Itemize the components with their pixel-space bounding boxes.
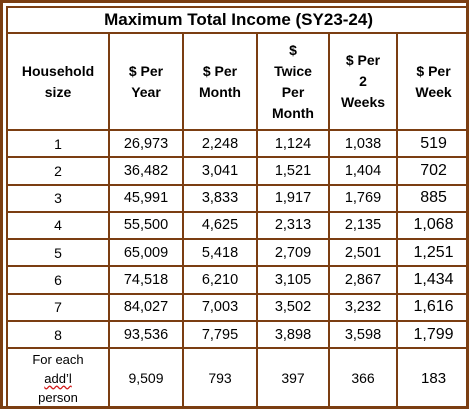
- household-size-cell: 8: [6, 319, 110, 350]
- header-line: Week: [415, 83, 452, 100]
- additional-person-value: 9,509: [108, 347, 184, 409]
- additional-person-value: 366: [328, 347, 398, 409]
- header-line: Per: [281, 83, 305, 100]
- col-twice-per-month-header: $ Twice Per Month: [256, 32, 330, 131]
- per-month-cell: 2,248: [182, 128, 258, 159]
- header-line: Weeks: [340, 94, 386, 110]
- household-size-cell: 5: [6, 238, 110, 268]
- header-line: Year: [131, 83, 161, 100]
- twice-per-month-cell: 1,124: [256, 128, 330, 159]
- per-2-weeks-cell: 1,769: [328, 183, 398, 213]
- household-size-cell: 4: [6, 210, 110, 241]
- per-week-cell: 1,616: [395, 292, 469, 322]
- twice-per-month-cell: 2,709: [256, 238, 330, 268]
- per-year-cell: 93,536: [108, 319, 184, 350]
- additional-person-value: 397: [256, 347, 330, 409]
- household-size-cell: 6: [6, 265, 110, 295]
- per-year-cell: 84,027: [108, 292, 184, 322]
- header-line: Month: [272, 104, 314, 121]
- header-line: $ Per: [202, 62, 238, 79]
- additional-person-value: 793: [182, 347, 258, 409]
- table-row: 6 74,518 6,210 3,105 2,867 1,434: [6, 265, 469, 295]
- household-size-cell: 7: [6, 292, 110, 322]
- per-month-cell: 4,625: [182, 210, 258, 241]
- col-per-year-header: $ Per Year: [108, 32, 184, 131]
- per-2-weeks-cell: 2,867: [328, 265, 398, 295]
- header-line: 2: [359, 73, 367, 89]
- per-week-cell: 885: [395, 183, 469, 213]
- header-line: Household: [21, 62, 95, 79]
- per-month-cell: 6,210: [182, 265, 258, 295]
- header-line: $: [289, 41, 297, 58]
- table-row: 2 36,482 3,041 1,521 1,404 702: [6, 156, 469, 186]
- twice-per-month-cell: 2,313: [256, 210, 330, 241]
- per-month-cell: 5,418: [182, 238, 258, 268]
- per-2-weeks-cell: 1,404: [328, 156, 398, 186]
- header-line: Month: [199, 83, 241, 100]
- table-row: 5 65,009 5,418 2,709 2,501 1,251: [6, 238, 469, 268]
- label-line: For each: [32, 351, 84, 367]
- income-table: Maximum Total Income (SY23-24) Household…: [5, 6, 469, 409]
- table-row: 3 45,991 3,833 1,917 1,769 885: [6, 183, 469, 213]
- household-size-cell: 1: [6, 128, 110, 159]
- per-week-cell: 1,068: [395, 210, 469, 241]
- twice-per-month-cell: 3,898: [256, 319, 330, 350]
- per-week-cell: 1,434: [395, 265, 469, 295]
- col-per-month-header: $ Per Month: [182, 32, 258, 131]
- per-year-cell: 74,518: [108, 265, 184, 295]
- twice-per-month-cell: 1,917: [256, 183, 330, 213]
- table-row: 4 55,500 4,625 2,313 2,135 1,068: [6, 210, 469, 241]
- per-2-weeks-cell: 3,232: [328, 292, 398, 322]
- per-week-cell: 702: [395, 156, 469, 186]
- per-year-cell: 45,991: [108, 183, 184, 213]
- household-size-cell: 3: [6, 183, 110, 213]
- per-week-cell: 1,251: [395, 238, 469, 268]
- per-2-weeks-cell: 2,135: [328, 210, 398, 241]
- additional-person-label: For each add’l person: [6, 347, 110, 409]
- table-row: 8 93,536 7,795 3,898 3,598 1,799: [6, 319, 469, 350]
- twice-per-month-cell: 3,502: [256, 292, 330, 322]
- per-2-weeks-cell: 2,501: [328, 238, 398, 268]
- twice-per-month-cell: 3,105: [256, 265, 330, 295]
- header-row: Household size $ Per Year $ Per Month $ Twice Pe…: [6, 32, 469, 131]
- twice-per-month-cell: 1,521: [256, 156, 330, 186]
- additional-person-value: 183: [395, 347, 469, 409]
- per-2-weeks-cell: 3,598: [328, 319, 398, 350]
- additional-person-row: For each add’l person 9,509 793 397 366 183: [6, 347, 469, 409]
- per-week-cell: 519: [395, 128, 469, 159]
- per-year-cell: 36,482: [108, 156, 184, 186]
- per-week-cell: 1,799: [395, 319, 469, 350]
- per-year-cell: 55,500: [108, 210, 184, 241]
- table-row: 7 84,027 7,003 3,502 3,232 1,616: [6, 292, 469, 322]
- header-line: size: [44, 83, 72, 100]
- col-per-week-header: $ Per Week: [395, 32, 469, 131]
- label-line: add’l: [44, 370, 72, 386]
- per-month-cell: 7,795: [182, 319, 258, 350]
- per-month-cell: 3,833: [182, 183, 258, 213]
- per-month-cell: 7,003: [182, 292, 258, 322]
- table-body: 1 26,973 2,248 1,124 1,038 519 2 36,482 3,041 1,5…: [6, 128, 469, 409]
- table-title: Maximum Total Income (SY23-24): [5, 6, 469, 34]
- table-row: 1 26,973 2,248 1,124 1,038 519: [6, 128, 469, 159]
- household-size-cell: 2: [6, 156, 110, 186]
- per-2-weeks-cell: 1,038: [328, 128, 398, 159]
- header-line: Twice: [274, 62, 312, 79]
- per-month-cell: 3,041: [182, 156, 258, 186]
- per-year-cell: 26,973: [108, 128, 184, 159]
- header-line: $ Per: [128, 62, 164, 79]
- col-household-size-header: Household size: [6, 32, 110, 131]
- header-line: $ Per: [345, 52, 381, 68]
- col-per-2-weeks-header: $ Per 2 Weeks: [328, 32, 398, 131]
- header-line: $ Per: [416, 62, 451, 79]
- per-year-cell: 65,009: [108, 238, 184, 268]
- label-line: person: [38, 389, 78, 405]
